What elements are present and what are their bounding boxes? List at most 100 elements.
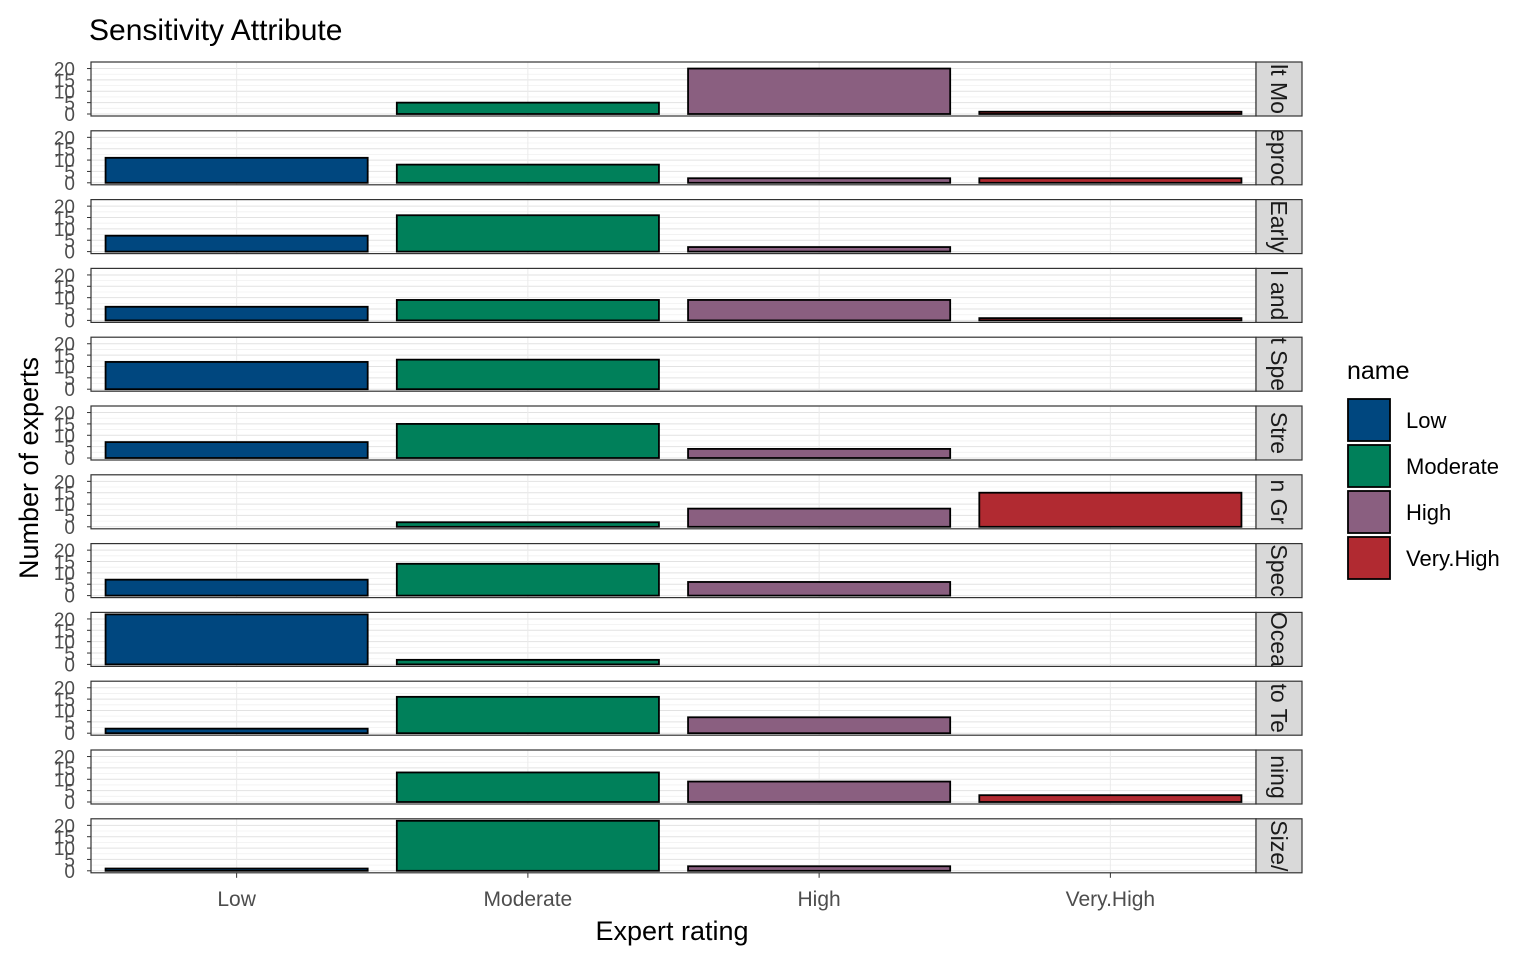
legend-label: High xyxy=(1406,500,1451,525)
bar-moderate xyxy=(395,562,660,597)
bar-moderate xyxy=(395,358,660,391)
bar-low xyxy=(104,441,369,459)
y-tick-label: 10 xyxy=(54,633,75,654)
facet-strip-label: ning xyxy=(1266,755,1292,798)
y-tick-label: 20 xyxy=(54,610,75,631)
facet-strip xyxy=(1255,199,1303,255)
bar-low xyxy=(104,867,369,872)
facet-strip xyxy=(1255,61,1303,117)
bar-high xyxy=(687,246,952,253)
y-tick-label: 20 xyxy=(54,541,75,562)
y-tick-label: 0 xyxy=(64,655,75,676)
y-tick-label: 0 xyxy=(64,311,75,332)
x-axis: Low Moderate High Very.High xyxy=(217,872,1156,911)
facet-strip xyxy=(1255,680,1303,736)
facet-strip xyxy=(1255,267,1303,323)
y-tick-label: 0 xyxy=(64,449,75,470)
facet-strip xyxy=(1255,611,1303,668)
bar-high xyxy=(687,780,952,803)
bar-moderate xyxy=(395,695,660,735)
y-tick-label: 15 xyxy=(54,140,75,161)
bar-low xyxy=(104,613,369,666)
facet-strip-label: Stre xyxy=(1266,412,1292,454)
bar-high xyxy=(687,581,952,597)
y-tick-label: 0 xyxy=(64,862,75,883)
bar-very-high xyxy=(978,491,1243,528)
y-tick-label: 0 xyxy=(64,724,75,745)
legend-label: Very.High xyxy=(1406,546,1500,571)
panel-background xyxy=(91,818,1256,873)
bar-low xyxy=(104,578,369,597)
y-tick-label: 0 xyxy=(64,243,75,264)
y-tick-label: 15 xyxy=(54,759,75,780)
x-tick-label: Low xyxy=(217,888,256,911)
bar-high xyxy=(687,716,952,735)
y-tick-label: 20 xyxy=(54,128,75,149)
bar-moderate xyxy=(395,163,660,184)
y-tick-label: 5 xyxy=(64,94,75,115)
y-tick-label: 15 xyxy=(54,209,75,230)
panel-background xyxy=(91,681,1256,736)
bar-high xyxy=(687,67,952,115)
legend-swatch-very-high xyxy=(1347,536,1391,580)
bar-high xyxy=(687,177,952,184)
x-tick-label: Moderate xyxy=(484,888,573,911)
facet-strip-label: Size/ xyxy=(1266,820,1292,872)
bar-high xyxy=(687,448,952,459)
bar-high xyxy=(687,299,952,322)
y-tick-label: 15 xyxy=(54,484,75,505)
legend-swatch-high xyxy=(1347,490,1391,534)
y-tick-label: 5 xyxy=(64,713,75,734)
y-tick-label: 15 xyxy=(54,828,75,849)
bar-very-high xyxy=(978,177,1243,184)
bar-moderate xyxy=(395,819,660,872)
facet-strip xyxy=(1255,405,1303,461)
legend-label: Low xyxy=(1406,408,1446,433)
y-tick-label: 5 xyxy=(64,438,75,459)
y-tick-label: 10 xyxy=(54,564,75,585)
y-tick-label: 20 xyxy=(54,266,75,287)
bar-high xyxy=(687,865,952,872)
legend-swatch-moderate xyxy=(1347,444,1391,488)
facet-strip-label: Spec xyxy=(1266,544,1292,596)
facet-strip xyxy=(1255,336,1303,392)
y-tick-label: 10 xyxy=(54,82,75,103)
bar-low xyxy=(104,156,369,184)
x-tick-label: High xyxy=(798,888,841,911)
bar-moderate xyxy=(395,521,660,528)
legend: name Low Moderate High Very.High xyxy=(1347,357,1500,580)
facet-strip-label: eproc xyxy=(1266,129,1292,187)
y-tick-label: 0 xyxy=(64,793,75,814)
y-tick-label: 5 xyxy=(64,300,75,321)
y-axis-label: Number of experts xyxy=(14,357,44,579)
x-tick-label: Very.High xyxy=(1066,888,1156,911)
y-tick-label: 15 xyxy=(54,277,75,298)
y-tick-label: 10 xyxy=(54,357,75,378)
bar-moderate xyxy=(395,101,660,115)
y-tick-label: 5 xyxy=(64,162,75,183)
legend-label: Moderate xyxy=(1406,454,1499,479)
y-tick-label: 10 xyxy=(54,220,75,241)
y-tick-label: 0 xyxy=(64,587,75,608)
y-tick-label: 15 xyxy=(54,690,75,711)
y-tick-label: 20 xyxy=(54,472,75,493)
bar-moderate xyxy=(395,658,660,666)
bar-high xyxy=(687,507,952,528)
y-tick-label: 20 xyxy=(54,816,75,837)
y-tick-label: 20 xyxy=(54,335,75,356)
facet-strip-label: to Te xyxy=(1266,683,1292,732)
y-tick-label: 15 xyxy=(54,621,75,642)
bar-moderate xyxy=(395,771,660,803)
facet-strip-label: lt Mo xyxy=(1266,64,1292,114)
